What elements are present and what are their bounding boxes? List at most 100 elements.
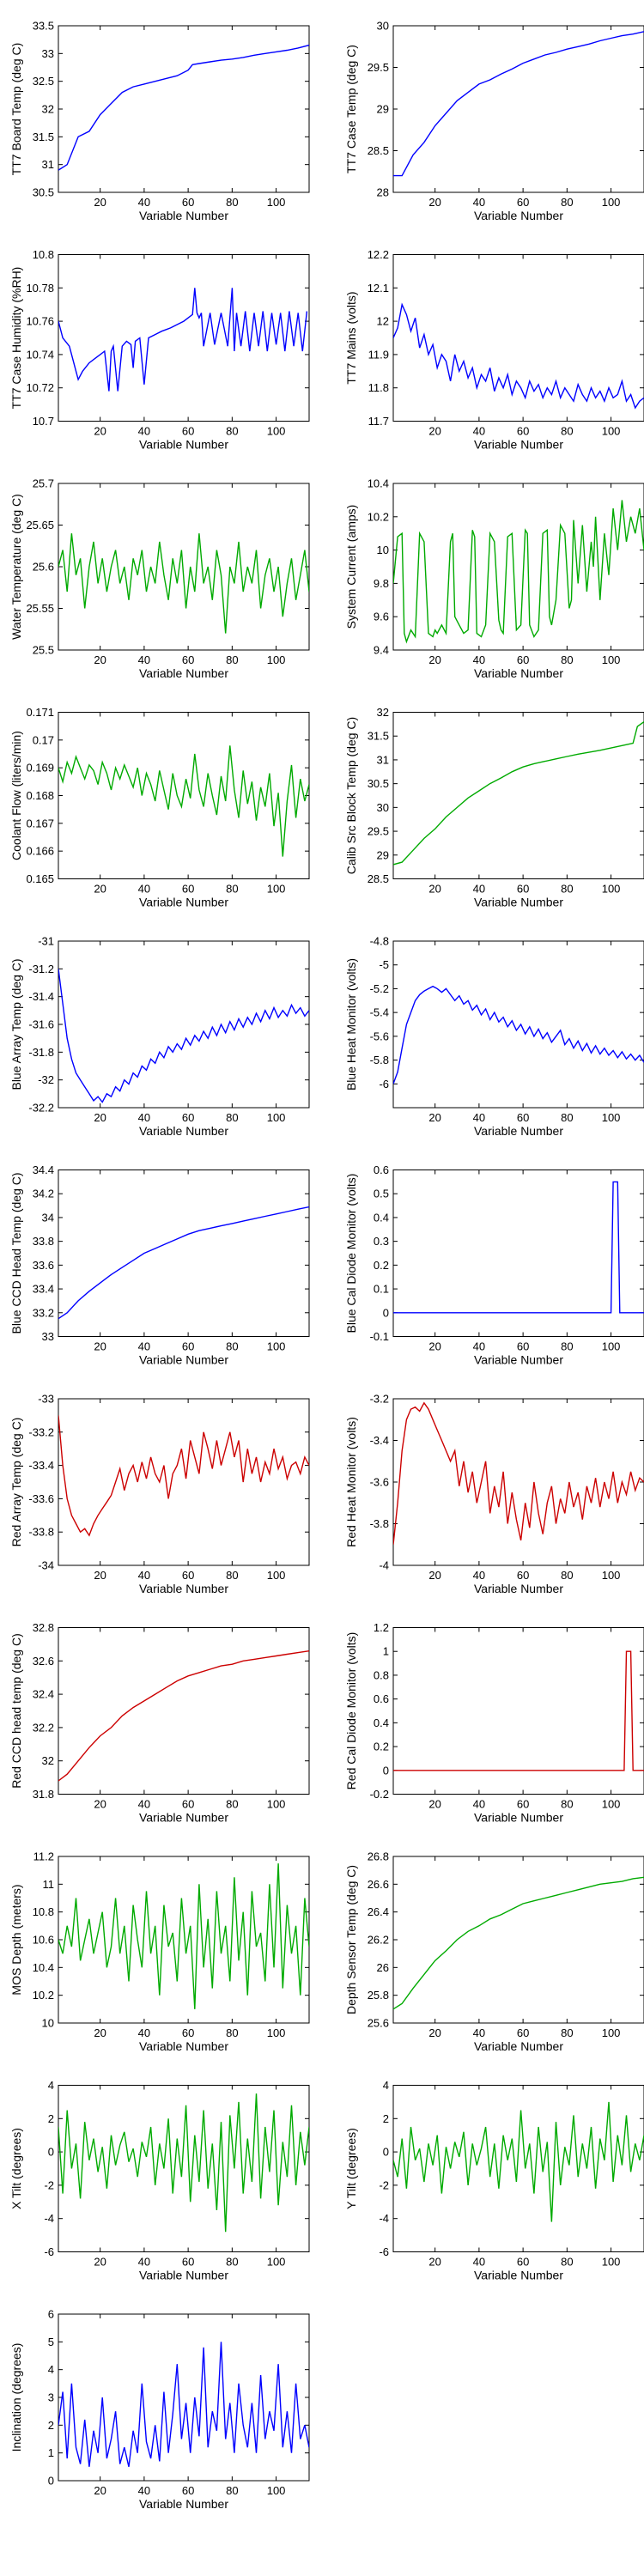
plot-frame [392,254,644,422]
y-tick-label: 10.8 [33,248,54,261]
plot-frame [392,483,644,651]
plot-frame [58,25,310,193]
y-tick-label: 30.5 [368,777,389,790]
y-tick-label: 0.5 [374,1188,389,1200]
x-tick-label: 40 [473,1798,485,1811]
y-tick-label: -31 [38,935,54,948]
x-tick-label: 80 [226,653,238,666]
x-axis-label: Variable Number [474,1582,563,1595]
x-axis-label: Variable Number [139,1124,228,1138]
x-tick-label: 20 [428,1569,440,1582]
x-tick-label: 60 [517,1798,529,1811]
x-tick-label: 40 [473,883,485,896]
y-tick-label: -31.4 [28,990,54,1003]
y-tick-label: 32.4 [33,1688,54,1701]
y-axis-label: Red Array Temp (deg C) [9,1418,23,1547]
y-tick-label: 25.6 [368,2017,389,2030]
x-tick-label: 40 [138,1340,150,1353]
chart-panel-5: 20 40 60 80 100 25.5 25.55 25.6 25.65 25.7 Variabl… [9,477,310,680]
x-tick-label: 100 [267,2256,286,2269]
y-axis-label: Blue Heat Monitor (volts) [344,958,358,1091]
y-tick-label: -31.2 [28,963,54,975]
y-tick-label: 10.72 [26,381,54,394]
y-tick-label: 28.5 [368,144,389,157]
x-tick-label: 20 [94,196,106,209]
x-tick-label: 100 [602,2026,621,2039]
x-tick-label: 20 [428,1111,440,1124]
x-tick-label: 100 [602,1340,621,1353]
y-tick-label: 1.2 [374,1621,389,1634]
y-tick-label: 30 [377,801,389,814]
y-tick-label: 32.8 [33,1621,54,1634]
chart-panel-12: 20 40 60 80 100 -0.1 0 0.1 0.2 0.3 0.4 0.5 0.6 Variab… [344,1163,644,1367]
y-tick-label: -5.8 [370,1054,389,1066]
chart-panel-17: 20 40 60 80 100 10 10.2 10.4 10.6 10.8 11 11.2 Varia… [9,1850,310,2053]
y-axis-label: Red Heat Monitor (volts) [344,1417,358,1547]
x-tick-label: 100 [602,2256,621,2269]
y-tick-label: 10.7 [33,415,54,428]
y-tick-label: -0.1 [370,1330,389,1343]
y-axis-label: Calib Src Block Temp (deg C) [344,717,358,874]
y-tick-label: 25.55 [26,602,54,615]
series-line-1 [393,2101,644,2222]
x-tick-label: 100 [267,2484,286,2497]
x-tick-label: 80 [561,1340,573,1353]
x-tick-label: 20 [94,1569,106,1582]
y-tick-label: 31.5 [33,131,54,143]
y-tick-label: 31 [42,158,54,171]
x-tick-label: 100 [602,425,621,438]
chart-panel-15: 20 40 60 80 100 31.8 32 32.2 32.4 32.6 32.8 Variabl… [9,1621,310,1825]
y-tick-label: 10.76 [26,315,54,328]
y-tick-label: 32.5 [33,75,54,88]
x-axis-label: Variable Number [139,2039,228,2053]
y-tick-label: 33.6 [33,1259,54,1272]
y-tick-label: -4 [44,2212,54,2225]
y-axis-label: TT7 Mains (volts) [344,291,358,384]
y-axis-label: X Tilt (degrees) [9,2128,23,2209]
x-tick-label: 60 [517,2256,529,2269]
y-axis-label: TT7 Board Temp (deg C) [9,43,23,176]
y-tick-label: 11.2 [33,1850,54,1863]
y-tick-label: 0.165 [26,872,54,885]
y-tick-label: 11.9 [368,348,389,361]
y-tick-label: 25.8 [368,1989,389,2002]
y-tick-label: -3.6 [370,1476,389,1489]
x-tick-label: 20 [94,653,106,666]
y-tick-label: -31.8 [28,1046,54,1059]
y-tick-label: -33.2 [28,1425,54,1438]
y-axis-label: Y Tilt (degrees) [344,2128,358,2209]
x-tick-label: 100 [602,1798,621,1811]
x-tick-label: 80 [561,1569,573,1582]
y-tick-label: 1 [48,2446,54,2459]
x-tick-label: 60 [182,883,194,896]
y-tick-label: 0.1 [374,1283,389,1296]
y-tick-label: 32 [42,1754,54,1767]
x-tick-label: 40 [473,1111,485,1124]
y-tick-label: 31.5 [368,730,389,743]
x-tick-label: 100 [267,883,286,896]
y-tick-label: -2 [44,2178,54,2191]
x-tick-label: 60 [182,425,194,438]
y-tick-label: -6 [379,1078,389,1091]
x-tick-label: 60 [182,196,194,209]
y-tick-label: 10.78 [26,282,54,295]
x-tick-label: 60 [517,2026,529,2039]
y-tick-label: 4 [48,2363,54,2376]
y-tick-label: 0.166 [26,845,54,858]
x-axis-label: Variable Number [139,1811,228,1825]
plot-frame [392,25,644,193]
chart-panel-18: 20 40 60 80 100 25.6 25.8 26 26.2 26.4 26.6 26.8 Var… [344,1850,644,2053]
y-axis-label: Water Temperature (deg C) [9,494,23,640]
x-tick-label: 20 [94,883,106,896]
x-tick-label: 100 [267,653,286,666]
x-tick-label: 40 [473,2026,485,2039]
x-tick-label: 60 [517,425,529,438]
y-tick-label: 32.6 [33,1655,54,1668]
y-tick-label: 33 [42,47,54,60]
chart-panel-21: 20 40 60 80 100 0 1 2 3 4 5 6 Variable Number Inclina… [9,2308,310,2511]
y-tick-label: 10.4 [33,1961,54,1974]
y-tick-label: 31.8 [33,1788,54,1801]
series-line-1 [58,2342,309,2467]
y-axis-label: TT7 Case Humidity (%RH) [9,267,23,410]
x-tick-label: 100 [267,1340,286,1353]
